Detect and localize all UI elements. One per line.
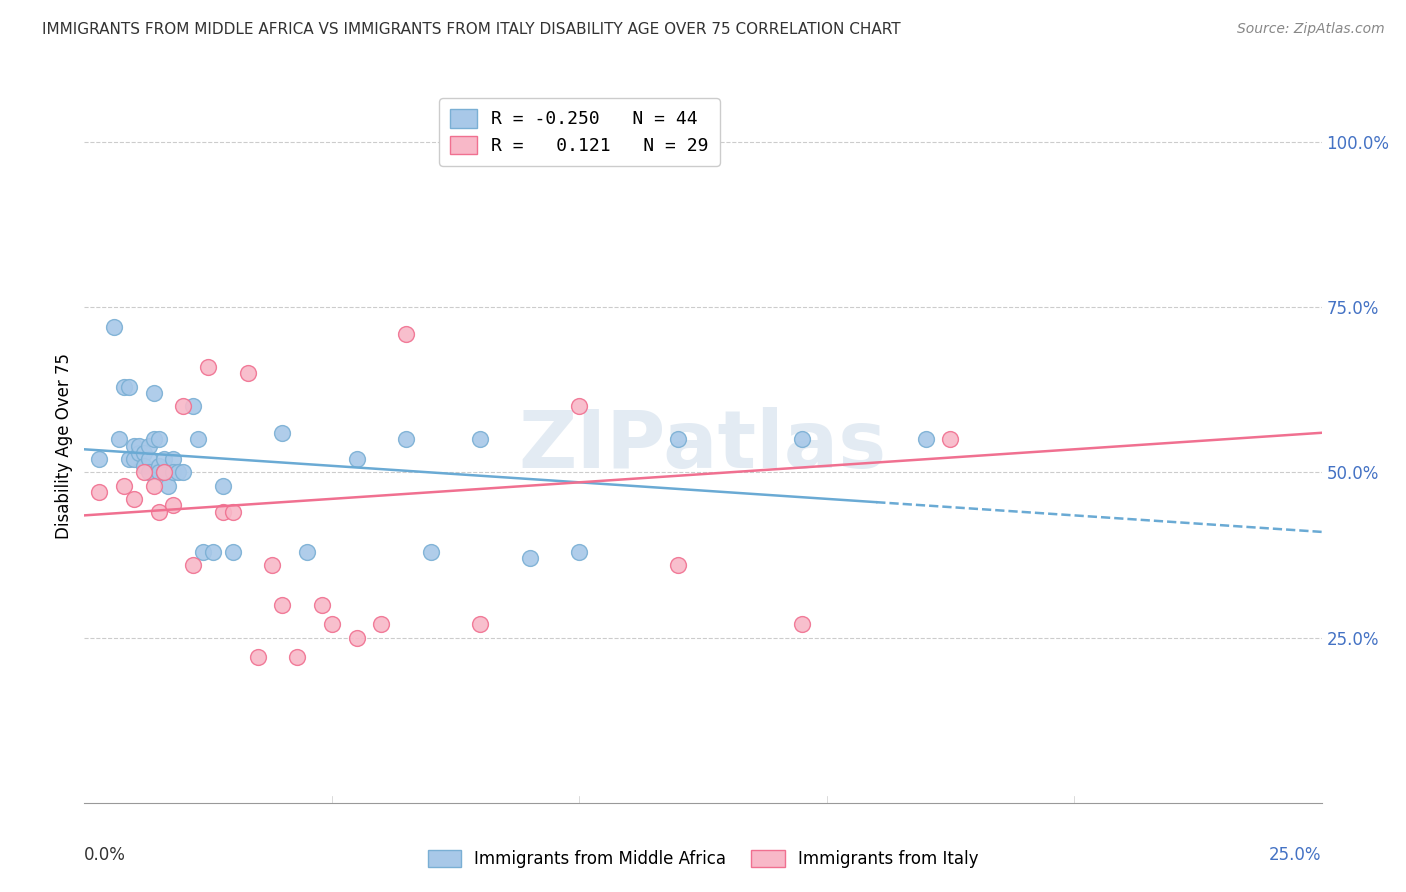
Point — [321, 617, 343, 632]
Point — [568, 545, 591, 559]
Point — [128, 439, 150, 453]
Point — [519, 551, 541, 566]
Text: Source: ZipAtlas.com: Source: ZipAtlas.com — [1237, 22, 1385, 37]
Point — [271, 425, 294, 440]
Point — [236, 367, 259, 381]
Point — [142, 386, 165, 401]
Legend: R = -0.250   N = 44, R =   0.121   N = 29: R = -0.250 N = 44, R = 0.121 N = 29 — [439, 98, 720, 166]
Point — [172, 400, 194, 414]
Point — [914, 433, 936, 447]
Point — [311, 598, 333, 612]
Point — [181, 400, 204, 414]
Point — [790, 433, 813, 447]
Point — [419, 545, 441, 559]
Point — [271, 598, 294, 612]
Point — [666, 558, 689, 572]
Point — [167, 466, 190, 480]
Point — [112, 478, 135, 492]
Point — [666, 433, 689, 447]
Point — [162, 466, 184, 480]
Y-axis label: Disability Age Over 75: Disability Age Over 75 — [55, 353, 73, 539]
Point — [122, 452, 145, 467]
Point — [128, 445, 150, 459]
Point — [202, 545, 225, 559]
Point — [132, 466, 155, 480]
Point — [157, 478, 180, 492]
Point — [103, 320, 125, 334]
Point — [395, 326, 418, 341]
Point — [138, 452, 160, 467]
Point — [112, 379, 135, 393]
Legend: Immigrants from Middle Africa, Immigrants from Italy: Immigrants from Middle Africa, Immigrant… — [420, 843, 986, 875]
Point — [295, 545, 318, 559]
Point — [593, 142, 616, 156]
Point — [470, 433, 492, 447]
Point — [212, 478, 235, 492]
Point — [197, 359, 219, 374]
Point — [89, 452, 111, 467]
Point — [346, 452, 368, 467]
Point — [122, 439, 145, 453]
Point — [138, 466, 160, 480]
Point — [222, 545, 245, 559]
Text: 0.0%: 0.0% — [84, 846, 127, 863]
Point — [122, 491, 145, 506]
Point — [142, 433, 165, 447]
Point — [191, 545, 214, 559]
Point — [132, 445, 155, 459]
Point — [108, 433, 131, 447]
Point — [939, 433, 962, 447]
Point — [568, 400, 591, 414]
Point — [138, 439, 160, 453]
Point — [148, 458, 170, 473]
Point — [395, 433, 418, 447]
Point — [152, 466, 174, 480]
Point — [262, 558, 284, 572]
Point — [346, 631, 368, 645]
Point — [142, 478, 165, 492]
Text: IMMIGRANTS FROM MIDDLE AFRICA VS IMMIGRANTS FROM ITALY DISABILITY AGE OVER 75 CO: IMMIGRANTS FROM MIDDLE AFRICA VS IMMIGRA… — [42, 22, 901, 37]
Point — [370, 617, 392, 632]
Point — [246, 650, 269, 665]
Point — [148, 505, 170, 519]
Point — [222, 505, 245, 519]
Point — [187, 433, 209, 447]
Point — [152, 466, 174, 480]
Point — [132, 458, 155, 473]
Point — [89, 485, 111, 500]
Point — [118, 379, 141, 393]
Point — [285, 650, 308, 665]
Point — [118, 452, 141, 467]
Point — [212, 505, 235, 519]
Point — [162, 452, 184, 467]
Text: 25.0%: 25.0% — [1270, 846, 1322, 863]
Text: ZIPatlas: ZIPatlas — [519, 407, 887, 485]
Point — [470, 617, 492, 632]
Point — [181, 558, 204, 572]
Point — [790, 617, 813, 632]
Point — [148, 466, 170, 480]
Point — [148, 433, 170, 447]
Point — [152, 452, 174, 467]
Point — [172, 466, 194, 480]
Point — [162, 499, 184, 513]
